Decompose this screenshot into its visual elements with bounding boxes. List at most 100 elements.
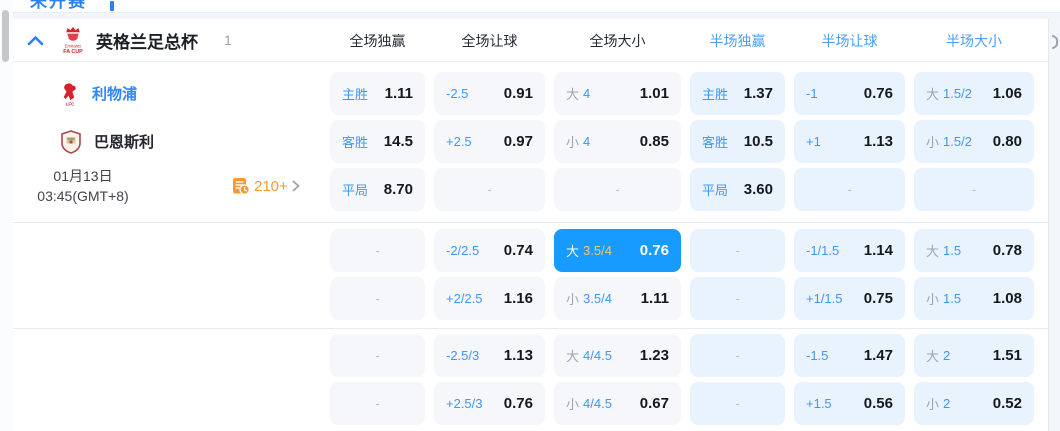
odds-value: 1.51 xyxy=(992,347,1022,364)
market-line-label: 3.5/4 xyxy=(583,243,612,258)
odds-cell[interactable]: -1 0.76 xyxy=(794,72,905,115)
odds-cell-empty: - xyxy=(330,229,425,272)
market-line-label: 客胜 xyxy=(342,135,369,150)
odds-cell[interactable]: 小 2 0.52 xyxy=(914,382,1034,425)
empty-dash: - xyxy=(375,243,380,258)
group-divider xyxy=(13,328,1048,329)
scrollbar-thumb[interactable] xyxy=(2,10,9,62)
odds-cell[interactable]: 小 4 0.85 xyxy=(554,120,681,163)
market-line-label: 2 xyxy=(943,396,951,411)
odds-cell[interactable]: +1.5 0.56 xyxy=(794,382,905,425)
odds-cell[interactable]: 小 3.5/4 1.11 xyxy=(554,277,681,320)
market-label: 小 1.5 xyxy=(926,289,961,308)
odds-cell[interactable]: 主胜 1.11 xyxy=(330,72,425,115)
odds-cell[interactable]: 小 1.5 1.08 xyxy=(914,277,1034,320)
match-time: 03:45(GMT+8) xyxy=(37,188,129,204)
odds-cell[interactable]: -1.5 1.47 xyxy=(794,334,905,377)
odds-cell[interactable]: -2.5 0.91 xyxy=(434,72,545,115)
market-label: +1.5 xyxy=(806,396,832,411)
market-line-label: 1.5 xyxy=(943,243,962,258)
market-label: -2.5 xyxy=(446,86,468,101)
odds-cell[interactable]: 大 1.5/2 1.06 xyxy=(914,72,1034,115)
odds-cell[interactable]: 平局 8.70 xyxy=(330,168,425,211)
league-header: Emirates FA CUP 英格兰足总杯 1 全场独赢 全场让球 全场大小 半场独… xyxy=(13,19,1048,62)
next-panel-cutoff xyxy=(1048,19,1060,431)
tab-bar: 未开赛 xyxy=(13,0,1060,13)
ou-direction-label: 小 xyxy=(566,135,580,150)
ou-direction-label: 大 xyxy=(566,244,580,259)
chevron-right-icon xyxy=(292,180,300,192)
odds-cell[interactable]: -1/1.5 1.14 xyxy=(794,229,905,272)
odds-row: 平局 8.70 - - 平局 3.60 - - xyxy=(330,168,1034,211)
market-label: 大 1.5/2 xyxy=(926,84,972,103)
match-date: 01月13日 xyxy=(53,168,113,184)
market-line-label: 2 xyxy=(943,348,951,363)
odds-cell[interactable]: +2/2.5 1.16 xyxy=(434,277,545,320)
empty-dash: - xyxy=(735,243,740,258)
odds-value: 0.76 xyxy=(503,395,533,412)
odds-value: 1.23 xyxy=(639,347,669,364)
odds-cell[interactable]: +2.5/3 0.76 xyxy=(434,382,545,425)
market-line-label: 1.5 xyxy=(943,291,962,306)
market-line-label: -1.5 xyxy=(806,348,829,363)
odds-value: 0.76 xyxy=(863,85,893,102)
away-team-row[interactable]: 巴恩斯利 xyxy=(13,120,154,163)
odds-cell[interactable]: 平局 3.60 xyxy=(690,168,785,211)
ou-direction-label: 大 xyxy=(926,349,940,364)
market-line-label: +2.5/3 xyxy=(446,396,483,411)
collapse-chevron-icon[interactable] xyxy=(27,35,44,46)
odds-cell[interactable]: +2.5 0.97 xyxy=(434,120,545,163)
market-label: -1 xyxy=(806,86,818,101)
tab-not-started[interactable]: 未开赛 xyxy=(30,0,87,11)
empty-dash: - xyxy=(615,182,620,197)
column-header-1: 全场独赢 xyxy=(349,32,406,49)
market-label: +1 xyxy=(806,134,821,149)
odds-cell[interactable]: +1/1.5 0.75 xyxy=(794,277,905,320)
empty-dash: - xyxy=(735,396,740,411)
markets-count: 210+ xyxy=(254,177,288,195)
odds-value: 0.67 xyxy=(639,395,669,412)
odds-cell[interactable]: 大 2 1.51 xyxy=(914,334,1034,377)
left-scrollbar[interactable] xyxy=(0,0,14,431)
odds-cell[interactable]: 小 4/4.5 0.67 xyxy=(554,382,681,425)
market-line-label: 4/4.5 xyxy=(583,396,612,411)
market-line-label: 客胜 xyxy=(702,135,729,150)
odds-cell[interactable]: +1 1.13 xyxy=(794,120,905,163)
odds-cell[interactable]: 小 1.5/2 0.80 xyxy=(914,120,1034,163)
market-line-label: +2.5 xyxy=(446,134,472,149)
odds-cell[interactable]: 客胜 10.5 xyxy=(690,120,785,163)
odds-cell-empty: - xyxy=(434,168,545,211)
market-line-label: -2.5 xyxy=(446,86,469,101)
market-label: 平局 xyxy=(342,180,368,199)
odds-row: - -2.5/3 1.13 大 4/4.5 1.23- -1.5 1.47 大 2 1.51 xyxy=(330,334,1034,377)
market-label: 大 1.5 xyxy=(926,241,961,260)
market-line-label: 主胜 xyxy=(702,87,729,102)
match-datetime: 01月13日 03:45(GMT+8) xyxy=(13,166,153,206)
empty-dash: - xyxy=(375,291,380,306)
market-label: +2.5/3 xyxy=(446,396,483,411)
market-label: -2/2.5 xyxy=(446,243,479,258)
market-line-label: 3.5/4 xyxy=(583,291,612,306)
odds-cell-selected[interactable]: 大 3.5/4 0.76 xyxy=(554,229,681,272)
market-label: -2.5/3 xyxy=(446,348,479,363)
home-team-row[interactable]: LFC 利物浦 xyxy=(13,72,137,115)
odds-cell[interactable]: 大 1.5 0.78 xyxy=(914,229,1034,272)
odds-cell-empty: - xyxy=(690,334,785,377)
odds-cell[interactable]: 大 4 1.01 xyxy=(554,72,681,115)
odds-cell[interactable]: 客胜 14.5 xyxy=(330,120,425,163)
market-label: 主胜 xyxy=(702,84,728,103)
odds-cell[interactable]: 主胜 1.37 xyxy=(690,72,785,115)
market-label: +2.5 xyxy=(446,134,472,149)
more-markets-button[interactable]: 210+ xyxy=(232,172,300,200)
odds-row: 主胜 1.11 -2.5 0.91 大 4 1.01 主胜 1.37 -1 0.76 大 1.5/2 1.… xyxy=(330,72,1034,115)
odds-cell[interactable]: 大 4/4.5 1.23 xyxy=(554,334,681,377)
odds-cell[interactable]: -2/2.5 0.74 xyxy=(434,229,545,272)
market-label: 客胜 xyxy=(702,132,728,151)
odds-cell[interactable]: -2.5/3 1.13 xyxy=(434,334,545,377)
away-team-name: 巴恩斯利 xyxy=(94,134,155,151)
column-header-6: 半场大小 xyxy=(946,32,1002,49)
odds-value: 0.56 xyxy=(863,395,893,412)
group-divider xyxy=(13,222,1048,223)
